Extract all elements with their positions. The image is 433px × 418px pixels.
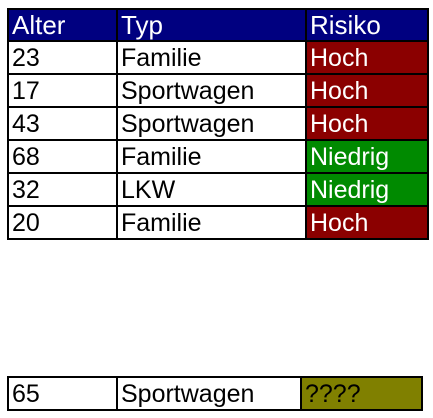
cell-age: 32 <box>7 172 118 207</box>
cell-type: Sportwagen <box>116 73 307 108</box>
table-row: 32 LKW Niedrig <box>7 172 429 207</box>
cell-type: Sportwagen <box>116 106 307 141</box>
cell-risk: Hoch <box>305 205 429 240</box>
header-alter: Alter <box>7 8 118 42</box>
cell-risk: Hoch <box>305 40 429 75</box>
query-table: 65 Sportwagen ???? <box>7 376 423 411</box>
table-row: 23 Familie Hoch <box>7 40 429 75</box>
table-header-row: Alter Typ Risiko <box>7 8 429 42</box>
table-row: 43 Sportwagen Hoch <box>7 106 429 141</box>
table-row: 17 Sportwagen Hoch <box>7 73 429 108</box>
header-risiko: Risiko <box>305 8 429 42</box>
header-typ: Typ <box>116 8 307 42</box>
cell-risk: Niedrig <box>305 139 429 174</box>
cell-age: 17 <box>7 73 118 108</box>
query-row: 65 Sportwagen ???? <box>7 376 423 411</box>
query-risk: ???? <box>300 376 423 411</box>
query-age: 65 <box>7 376 118 411</box>
cell-risk: Hoch <box>305 73 429 108</box>
cell-age: 23 <box>7 40 118 75</box>
query-type: Sportwagen <box>116 376 302 411</box>
cell-age: 43 <box>7 106 118 141</box>
cell-type: LKW <box>116 172 307 207</box>
cell-type: Familie <box>116 205 307 240</box>
cell-risk: Hoch <box>305 106 429 141</box>
cell-type: Familie <box>116 139 307 174</box>
table-row: 20 Familie Hoch <box>7 205 429 240</box>
risk-table: Alter Typ Risiko 23 Familie Hoch 17 Spor… <box>7 8 429 240</box>
cell-age: 20 <box>7 205 118 240</box>
cell-age: 68 <box>7 139 118 174</box>
table-row: 68 Familie Niedrig <box>7 139 429 174</box>
cell-risk: Niedrig <box>305 172 429 207</box>
cell-type: Familie <box>116 40 307 75</box>
